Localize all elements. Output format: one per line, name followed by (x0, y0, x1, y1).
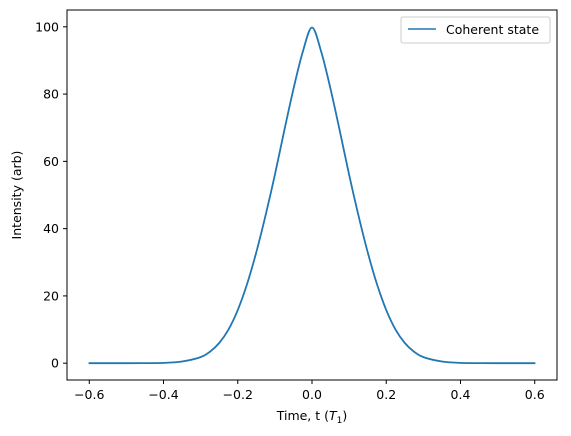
x-axis-label: Time, t (T1) (276, 408, 348, 426)
y-tick-label: 80 (43, 87, 59, 102)
y-tick-label: 60 (43, 154, 59, 169)
x-tick-label: 0.6 (525, 387, 545, 402)
x-tick-label: 0.4 (451, 387, 471, 402)
y-tick-label: 20 (43, 288, 59, 303)
y-tick-label: 0 (51, 356, 59, 371)
x-axis-label-symbol: T (329, 408, 338, 423)
x-tick-label: −0.6 (74, 387, 104, 402)
x-axis-label-suffix: ) (342, 408, 347, 423)
legend-box (400, 16, 551, 44)
legend: Coherent state (400, 16, 551, 44)
x-tick-label: 0.0 (302, 387, 322, 402)
y-tick-label: 100 (35, 19, 59, 34)
x-tick-label: 0.2 (376, 387, 396, 402)
series-line-0 (88, 26, 536, 365)
x-tick-label: −0.4 (148, 387, 178, 402)
x-tick-label: −0.2 (223, 387, 253, 402)
y-axis-label: Intensity (arb) (9, 151, 24, 240)
x-axis-label-subscript: 1 (337, 416, 343, 426)
axes: −0.6 −0.4 −0.2 0.0 0.2 0.4 0.6 0 20 40 60 80 100 (35, 9, 558, 402)
axes-frame (66, 9, 558, 381)
x-axis-label-text: Time, t ( (276, 408, 329, 423)
y-tick-label: 40 (43, 221, 59, 236)
plot-area (88, 26, 536, 365)
legend-label-coherent-state: Coherent state (446, 22, 539, 37)
